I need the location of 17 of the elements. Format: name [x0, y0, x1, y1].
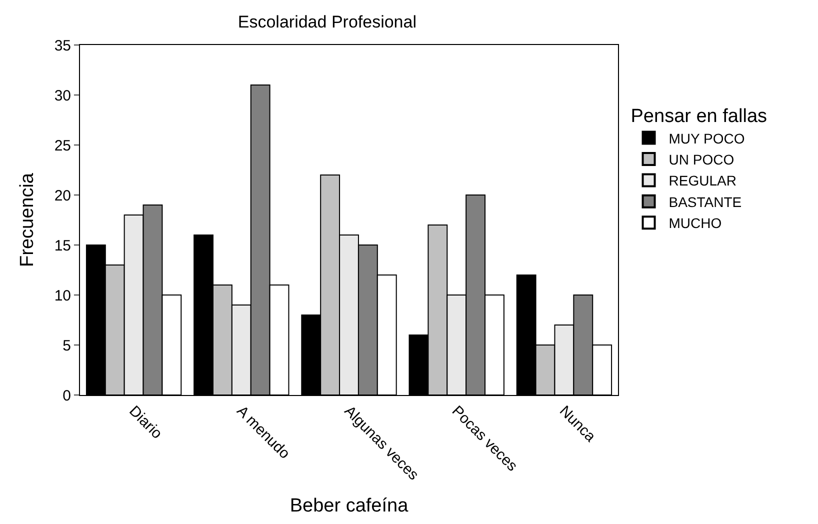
legend-label: MUCHO: [668, 215, 722, 232]
chart-title: Escolaridad Profesional: [238, 12, 417, 32]
y-tick-label: 35: [54, 37, 71, 54]
legend-label: UN POCO: [668, 151, 734, 168]
legend-label: BASTANTE: [668, 194, 742, 210]
y-tick-label: 20: [54, 187, 71, 204]
legend-title: Pensar en fallas: [630, 106, 768, 128]
y-tick-label: 0: [62, 387, 71, 404]
x-axis-title: Beber cafeína: [290, 495, 409, 516]
y-tick-label: 15: [54, 237, 71, 254]
legend-label: MUY POCO: [668, 130, 745, 146]
y-tick-label: 30: [54, 87, 71, 104]
y-tick-label: 10: [54, 287, 71, 304]
legend-label: REGULAR: [668, 172, 736, 189]
y-tick-label: 25: [54, 137, 71, 154]
y-tick-label: 5: [62, 337, 71, 354]
y-axis-title: Frecuencia: [17, 172, 38, 267]
